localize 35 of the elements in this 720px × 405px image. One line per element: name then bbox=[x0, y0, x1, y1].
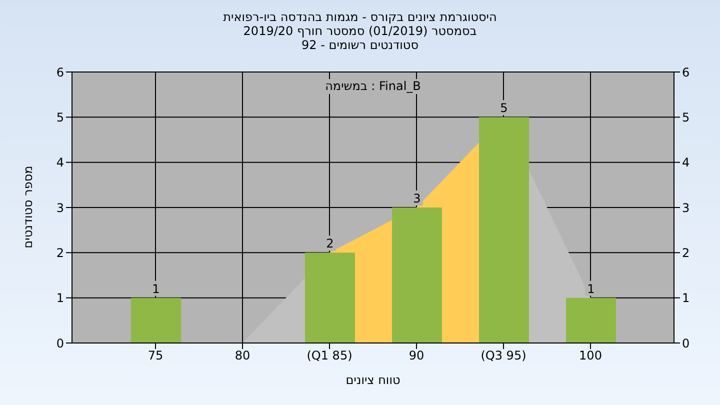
bar bbox=[566, 298, 616, 343]
bar bbox=[131, 298, 181, 343]
bar bbox=[392, 208, 442, 343]
y-tick-label: 5 bbox=[56, 110, 64, 124]
x-tick-label: (Q1 85) bbox=[306, 348, 352, 363]
y2-tick-label: 0 bbox=[682, 336, 690, 350]
y2-tick-label: 3 bbox=[682, 200, 690, 215]
bar bbox=[479, 117, 529, 343]
y-tick-label: 2 bbox=[56, 246, 64, 260]
data-label: 1 bbox=[587, 282, 595, 296]
y-tick-label: 1 bbox=[56, 291, 64, 306]
chart-subtitle: בסמסטר (01/2019) סמסטר חורף 2019/20 סטודנטים רשומים - 92 bbox=[242, 24, 478, 52]
x-tick-label: 75 bbox=[148, 348, 164, 363]
y-axis-title: מספר סטודנטים bbox=[21, 166, 35, 248]
x-tick-label: 100 bbox=[579, 348, 602, 363]
y2-tick-label: 6 bbox=[682, 65, 690, 80]
chart-title: היסטוגרמת ציונים בקורס - מגמות בהנדסה ביו-רפואית bbox=[222, 10, 498, 24]
data-label: 2 bbox=[326, 236, 334, 251]
x-tick-label: (Q3 95) bbox=[480, 348, 526, 363]
bar bbox=[305, 252, 355, 343]
y2-tick-label: 5 bbox=[682, 110, 690, 124]
x-tick-label: 90 bbox=[408, 348, 424, 363]
y2-tick-label: 4 bbox=[682, 156, 690, 170]
data-label: 3 bbox=[413, 192, 421, 206]
data-label: 1 bbox=[152, 282, 160, 296]
y-tick-label: 6 bbox=[56, 65, 64, 80]
data-label: 5 bbox=[500, 101, 508, 116]
y2-tick-label: 1 bbox=[682, 291, 690, 306]
y2-tick-label: 2 bbox=[682, 246, 690, 260]
x-axis-title: טווח ציונים bbox=[346, 373, 400, 387]
y-tick-label: 0 bbox=[56, 336, 64, 350]
y-tick-label: 4 bbox=[56, 156, 64, 170]
x-tick-label: 80 bbox=[234, 348, 250, 363]
annotation: במשימה : Final_B bbox=[325, 79, 421, 93]
y-tick-label: 3 bbox=[56, 200, 64, 215]
